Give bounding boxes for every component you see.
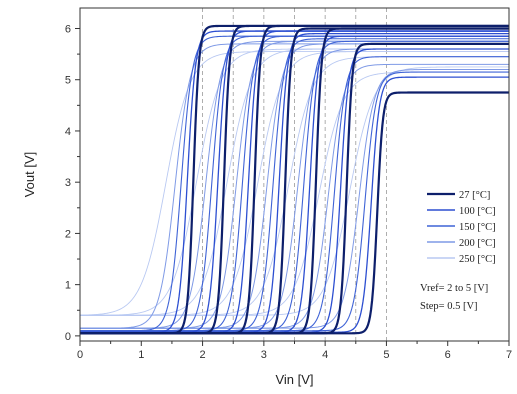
- legend-entry: 27 [°C]: [427, 190, 490, 201]
- legend-entry: 200 [°C]: [427, 238, 496, 249]
- legend-label: 200 [°C]: [459, 238, 496, 249]
- y-tick-label: 3: [65, 177, 71, 189]
- y-tick-label: 6: [65, 23, 71, 35]
- legend-label: 100 [°C]: [459, 206, 496, 217]
- curve-series: [79, 24, 510, 335]
- y-tick-label: 5: [65, 75, 71, 87]
- vref-annotation: Vref= 2 to 5 [V]: [420, 283, 488, 294]
- x-tick-label: 5: [383, 349, 389, 361]
- legend-entry: 100 [°C]: [427, 206, 496, 217]
- legend-label: 27 [°C]: [459, 190, 490, 201]
- x-axis-title: Vin [V]: [275, 372, 313, 387]
- y-axis-title: Vout [V]: [22, 152, 37, 198]
- x-tick-label: 0: [77, 349, 83, 361]
- y-tick-label: 4: [65, 126, 71, 138]
- legend: 27 [°C] 100 [°C] 150 [°C] 200 [°C] 250 […: [427, 190, 496, 265]
- legend-label: 250 [°C]: [459, 254, 496, 265]
- axis-ticks: 0 1 2 3 4 5 6 7 0 1 2 3 4 5 6: [65, 23, 512, 361]
- x-tick-label: 4: [322, 349, 328, 361]
- series-curve: [80, 68, 509, 329]
- x-tick-label: 2: [200, 349, 206, 361]
- legend-label: 150 [°C]: [459, 222, 496, 233]
- series-curve: [80, 71, 509, 332]
- x-tick-label: 6: [445, 349, 451, 361]
- step-annotation: Step= 0.5 [V]: [420, 301, 478, 312]
- series-curve: [79, 91, 510, 335]
- x-tick-label: 7: [506, 349, 512, 361]
- y-tick-label: 0: [65, 331, 71, 343]
- y-tick-label: 1: [65, 280, 71, 292]
- x-tick-label: 3: [261, 349, 267, 361]
- legend-entry: 150 [°C]: [427, 222, 496, 233]
- y-tick-label: 2: [65, 228, 71, 240]
- x-tick-label: 1: [138, 349, 144, 361]
- legend-entry: 250 [°C]: [427, 254, 496, 265]
